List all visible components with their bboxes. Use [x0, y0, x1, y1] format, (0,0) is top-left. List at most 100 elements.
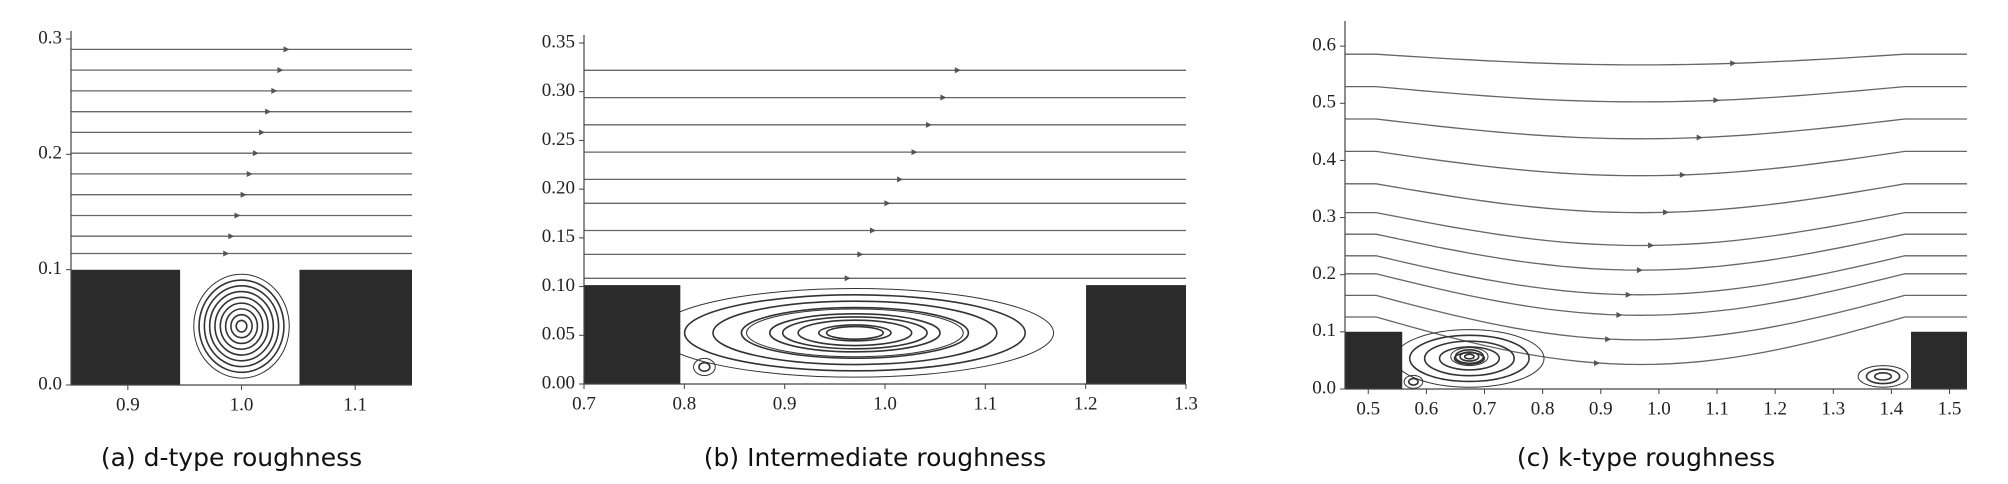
streamline [1345, 118, 1967, 140]
x-tick-label: 1.1 [973, 393, 997, 414]
y-tick-label: 0.05 [542, 324, 575, 345]
x-tick-label: 1.4 [1880, 398, 1904, 419]
x-tick-label: 0.5 [1356, 398, 1380, 419]
vortex [219, 302, 264, 351]
streamline [1345, 85, 1967, 103]
caption: (b) Intermediate roughness [704, 443, 1046, 472]
streamline [1345, 316, 1967, 366]
arrow [1663, 209, 1670, 216]
x-tick-label: 0.7 [1473, 398, 1497, 419]
y-tick-label: 0.15 [542, 226, 575, 247]
vortex [193, 273, 290, 379]
vortex [1463, 353, 1475, 360]
x-tick-label: 0.8 [1531, 398, 1555, 419]
y-tick-label: 0.0 [38, 373, 62, 394]
vortex [698, 361, 711, 373]
streamline [1345, 273, 1967, 316]
arrow [1616, 312, 1623, 319]
vortex [1857, 365, 1909, 388]
vortex [825, 325, 885, 340]
arrow [1696, 134, 1703, 141]
arrow [234, 212, 241, 219]
vortex [768, 313, 941, 353]
x-tick-label: 0.9 [116, 394, 140, 415]
vortex [712, 300, 998, 366]
arrow [228, 233, 235, 240]
vortex [1423, 340, 1515, 377]
arrow [265, 108, 272, 115]
y-tick-label: 0.2 [1312, 263, 1336, 284]
y-tick-label: 0.2 [38, 143, 62, 164]
x-tick-label: 1.0 [873, 393, 897, 414]
arrow [925, 121, 932, 128]
y-tick-label: 0.3 [1312, 206, 1336, 227]
x-tick-label: 1.2 [1074, 393, 1098, 414]
roughness-block [584, 285, 681, 384]
arrow [271, 87, 278, 94]
vortex [230, 313, 253, 339]
x-tick-label: 0.8 [672, 393, 696, 414]
arrow [844, 275, 851, 282]
vortex [683, 294, 1026, 372]
x-tick-label: 1.0 [1647, 398, 1671, 419]
arrow [884, 200, 891, 207]
arrow [1648, 242, 1655, 249]
arrow [1594, 360, 1601, 367]
vortex [817, 324, 892, 342]
x-tick-label: 0.6 [1415, 398, 1439, 419]
streamline [1345, 233, 1967, 271]
roughness-block [299, 269, 412, 385]
arrow [1636, 267, 1643, 274]
y-tick-label: 0.5 [1312, 92, 1336, 113]
vortex [740, 306, 970, 359]
y-tick-label: 0.00 [542, 372, 575, 393]
vortex [214, 296, 269, 356]
arrow [1605, 336, 1612, 343]
x-tick-label: 1.3 [1821, 398, 1845, 419]
y-tick-label: 0.1 [38, 258, 62, 279]
streamline [1345, 294, 1967, 341]
vortex [1403, 374, 1424, 389]
arrow [277, 67, 284, 74]
vortex [1865, 368, 1901, 385]
vortex [1408, 334, 1530, 383]
vortex [797, 319, 913, 347]
vortex [203, 285, 280, 368]
x-tick-label: 1.3 [1174, 393, 1198, 414]
y-tick-label: 0.1 [1312, 320, 1336, 341]
roughness-block [1911, 331, 1967, 389]
arrow [857, 251, 864, 258]
y-tick-label: 0.35 [542, 31, 575, 52]
vortex [224, 308, 259, 345]
caption: (a) d-type roughness [101, 443, 362, 472]
vortex [198, 279, 285, 374]
x-tick-label: 1.0 [230, 394, 254, 415]
y-tick-label: 0.10 [542, 275, 575, 296]
arrow [283, 46, 290, 53]
y-tick-label: 0.3 [38, 27, 62, 48]
arrow [954, 67, 961, 74]
streamline [1345, 211, 1967, 247]
vortex [693, 357, 716, 376]
streamline [1345, 150, 1967, 177]
arrow [911, 149, 918, 156]
arrow [1713, 97, 1720, 104]
arrow [246, 170, 253, 177]
x-tick-label: 0.7 [572, 393, 596, 414]
y-tick-label: 0.30 [542, 80, 575, 101]
vortex [1459, 351, 1480, 362]
vortex [1407, 377, 1419, 386]
x-tick-label: 0.9 [1589, 398, 1613, 419]
streamline [1345, 53, 1967, 66]
arrow [940, 94, 947, 101]
vortex [208, 290, 275, 362]
vortex [1873, 371, 1893, 381]
vortex [746, 308, 964, 358]
y-tick-label: 0.0 [1312, 377, 1336, 398]
roughness-block [71, 269, 181, 385]
arrow [869, 227, 876, 234]
y-tick-label: 0.4 [1312, 149, 1336, 170]
vortex [781, 316, 928, 350]
vortex [235, 319, 248, 333]
arrow [240, 191, 247, 198]
